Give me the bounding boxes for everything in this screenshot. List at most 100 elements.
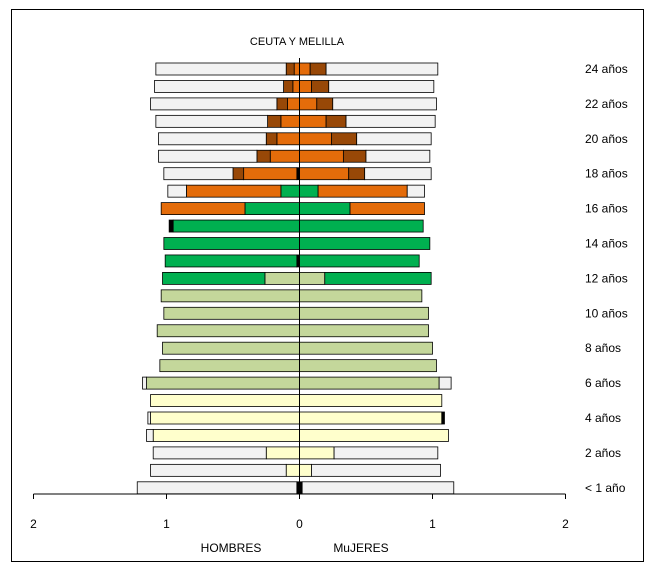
bar-mujeres-22-none — [332, 97, 437, 111]
bar-hombres-10-primaria — [163, 306, 300, 320]
bar-mujeres-8-primaria — [299, 341, 433, 355]
bar-mujeres-16-bachillerato — [349, 202, 425, 216]
bar-hombres-0-none — [136, 481, 298, 495]
bar-hombres-21-bachillerato — [280, 114, 300, 128]
bar-mujeres-0-none — [301, 481, 455, 495]
bar-mujeres-24-fp — [309, 62, 327, 76]
bar-hombres-18-none — [163, 167, 234, 181]
bar-mujeres-22-bachillerato — [299, 97, 318, 111]
bar-mujeres-4-dark — [441, 411, 445, 425]
age-label-8: 8 años — [585, 341, 621, 355]
bar-hombres-11-primaria — [160, 289, 300, 303]
age-label-16: 16 años — [585, 202, 628, 216]
bar-hombres-1-infantil — [285, 463, 300, 477]
x-tick-label-1: 1 — [163, 517, 170, 531]
bar-mujeres-22-fp — [316, 97, 334, 111]
bar-mujeres-17-eso — [299, 184, 319, 198]
age-label-2: 2 años — [585, 446, 621, 460]
left-side-label: HOMBRES — [201, 541, 262, 555]
bar-mujeres-10-primaria — [299, 306, 429, 320]
bar-mujeres-24-none — [325, 62, 439, 76]
bar-hombres-22-none — [150, 97, 278, 111]
bar-hombres-20-bachillerato — [276, 132, 300, 146]
bar-hombres-16-eso — [244, 202, 300, 216]
age-labels: < 1 año 2 años 4 años 6 años 8 años 10 años 12… — [585, 62, 628, 495]
bar-hombres-22-fp — [276, 97, 288, 111]
bar-mujeres-7-primaria — [299, 359, 437, 373]
bar-hombres-2-infantil — [265, 446, 300, 460]
bar-hombres-1-none — [150, 463, 287, 477]
bar-mujeres-19-bachillerato — [299, 149, 344, 163]
bar-mujeres-16-eso — [299, 202, 351, 216]
bar-hombres-6-none — [142, 376, 147, 390]
bar-mujeres-1-none — [311, 463, 441, 477]
bar-mujeres-15-eso — [299, 219, 424, 233]
bar-mujeres-2-none — [333, 446, 439, 460]
bar-mujeres-12-primaria — [299, 271, 326, 285]
bar-hombres-7-primaria — [159, 359, 300, 373]
bar-hombres-9-primaria — [156, 324, 300, 338]
bar-hombres-21-none — [155, 114, 268, 128]
bar-hombres-3-infantil — [152, 429, 300, 442]
bar-mujeres-20-fp — [331, 132, 358, 146]
bar-mujeres-17-none — [406, 184, 425, 198]
age-label-14: 14 años — [585, 237, 628, 251]
bar-hombres-12-eso — [162, 271, 266, 285]
bar-hombres-19-none — [158, 149, 258, 163]
bar-hombres-19-bachillerato — [269, 149, 300, 163]
bar-mujeres-20-none — [356, 132, 432, 146]
bar-mujeres-18-fp — [348, 167, 366, 181]
bar-mujeres-12-eso — [324, 271, 432, 285]
bar-hombres-23-none — [154, 80, 284, 93]
bar-hombres-3-none — [146, 429, 154, 442]
age-label-20: 20 años — [585, 132, 628, 146]
bar-hombres-17-bachillerato — [186, 184, 282, 198]
x-tick-label-0: 2 — [30, 517, 37, 531]
age-label-4: 4 años — [585, 411, 621, 425]
bar-hombres-18-fp — [232, 167, 245, 181]
bar-hombres-20-fp — [265, 132, 278, 146]
bar-hombres-15-eso — [172, 219, 300, 233]
bar-mujeres-21-bachillerato — [299, 114, 327, 128]
bar-mujeres-23-bachillerato — [299, 80, 312, 93]
bar-hombres-13-eso — [164, 254, 298, 268]
bars-layer — [136, 62, 455, 495]
bar-mujeres-19-none — [365, 149, 431, 163]
bar-mujeres-13-eso — [299, 254, 420, 268]
age-label-24: 24 años — [585, 62, 628, 76]
bar-mujeres-3-infantil — [299, 429, 449, 442]
bar-mujeres-23-fp — [311, 80, 330, 93]
bar-hombres-23-bachillerato — [292, 80, 300, 93]
bar-hombres-19-fp — [256, 149, 271, 163]
bar-mujeres-21-fp — [325, 114, 347, 128]
bar-mujeres-1-infantil — [299, 463, 312, 477]
bar-hombres-20-none — [158, 132, 267, 146]
bar-hombres-2-none — [152, 446, 267, 460]
x-tick-label-2: 0 — [296, 517, 303, 531]
age-label-18: 18 años — [585, 167, 628, 181]
bar-hombres-15-dark — [168, 219, 174, 233]
bar-hombres-5-infantil — [150, 394, 300, 407]
bar-hombres-14-eso — [163, 237, 300, 250]
bar-mujeres-24-bachillerato — [299, 62, 311, 76]
bar-hombres-8-primaria — [162, 341, 300, 355]
bar-mujeres-5-infantil — [299, 394, 443, 407]
bar-hombres-4-none — [147, 411, 151, 425]
age-label-22: 22 años — [585, 97, 628, 111]
chart-title: CEUTA Y MELILLA — [250, 36, 345, 48]
bar-hombres-17-none — [167, 184, 187, 198]
bar-mujeres-6-none — [438, 376, 452, 390]
bar-hombres-12-primaria — [264, 271, 300, 285]
bar-mujeres-9-primaria — [299, 324, 429, 338]
age-label-6: 6 años — [585, 376, 621, 390]
bar-hombres-17-eso — [280, 184, 300, 198]
x-tick-label-4: 2 — [562, 517, 569, 531]
bar-mujeres-23-none — [328, 80, 435, 93]
age-label-10: 10 años — [585, 306, 628, 320]
bar-mujeres-17-bachillerato — [317, 184, 408, 198]
age-label-12: 12 años — [585, 271, 628, 285]
x-tick-label-3: 1 — [429, 517, 436, 531]
bar-mujeres-6-primaria — [299, 376, 440, 390]
bar-hombres-22-bachillerato — [287, 97, 300, 111]
